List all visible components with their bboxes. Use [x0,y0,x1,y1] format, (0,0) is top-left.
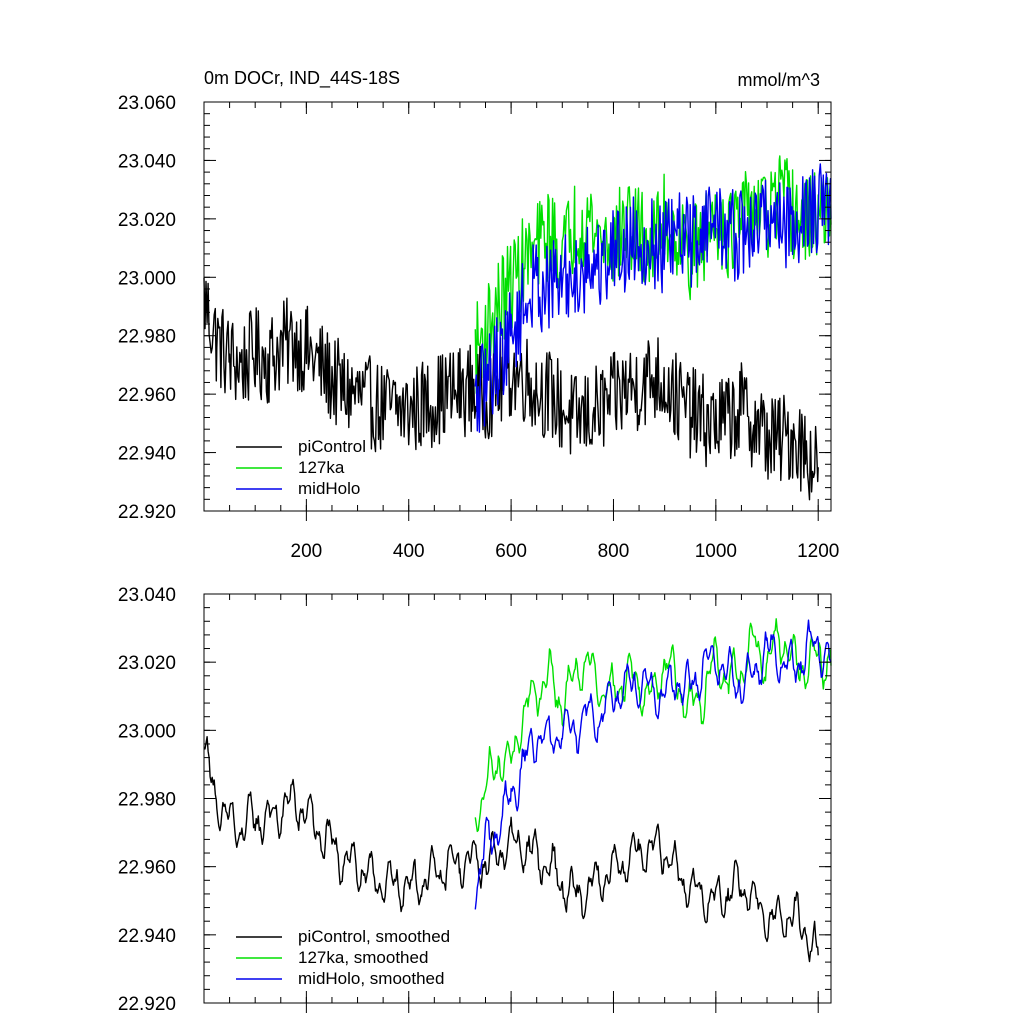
legend-label: piControl, smoothed [298,927,450,946]
y-tick-label: 23.040 [118,151,176,172]
y-tick-label: 22.980 [118,790,176,811]
plot-frame [203,101,832,512]
y-tick-label: 22.940 [118,444,176,465]
y-tick-label: 23.060 [118,93,176,114]
x-tick-label: 200 [291,541,323,562]
series-layer [203,155,832,501]
y-tick-label: 22.980 [118,327,176,348]
legend-label: piControl [298,437,366,456]
series-layer [203,618,832,963]
axes: 22.920 22.940 22.960 22.980 23.000 23.020 23.0… [118,93,839,562]
legend-label: midHolo [298,479,360,498]
series-line-midholo [474,163,832,433]
legend: piControl 127ka midHolo [236,437,366,498]
legend: piControl, smoothed 127ka, smoothed midHol… [236,927,450,988]
y-tick-label: 22.960 [118,858,176,879]
series-line-picontrol [203,277,819,501]
legend-label: 127ka [298,458,345,477]
x-tick-label: 600 [495,541,527,562]
units-label: mmol/m^3 [738,70,820,90]
axes: 22.920 22.940 22.960 22.980 23.000 23.020 23.0… [118,585,831,1015]
y-tick-label: 23.020 [118,210,176,231]
series-line-127ka [474,155,832,394]
series-line-picontrol-smoothed [203,736,819,963]
legend-label: 127ka, smoothed [298,948,428,967]
y-tick-label: 22.940 [118,926,176,947]
x-tick-label: 1200 [797,541,839,562]
x-tick-label: 1000 [695,541,737,562]
x-tick-label: 800 [598,541,630,562]
y-tick-label: 23.000 [118,721,176,742]
series-line-127ka-smoothed [474,618,832,833]
panel-title: 0m DOCr, IND_44S-18S [204,68,400,89]
y-tick-label: 22.920 [118,502,176,523]
y-tick-label: 23.020 [118,653,176,674]
y-tick-label: 23.040 [118,585,176,606]
y-tick-label: 23.000 [118,268,176,289]
y-tick-label: 22.920 [118,994,176,1015]
legend-label: midHolo, smoothed [298,969,444,988]
x-tick-label: 400 [393,541,425,562]
series-line-midholo-smoothed [474,619,832,910]
bottom-panel: piControl, smoothed 127ka, smoothed midHol… [118,585,832,1015]
y-tick-label: 22.960 [118,385,176,406]
top-panel: 0m DOCr, IND_44S-18S mmol/m^3 piControl 1… [118,68,839,562]
plot-frame [203,593,832,1004]
